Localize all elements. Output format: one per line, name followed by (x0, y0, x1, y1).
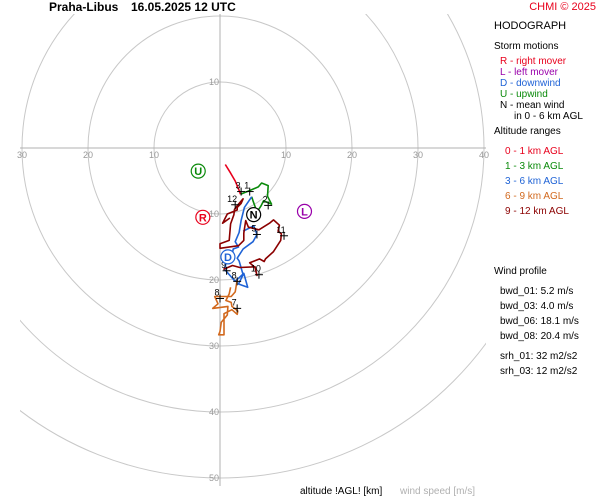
storm-motion-label: R (199, 212, 207, 224)
altitude-legend-item: 1 - 3 km AGL (505, 161, 564, 172)
storm-motion-legend-item: L - left mover (500, 67, 558, 78)
storm-motion-d: D (220, 249, 236, 265)
wind-speed-footer-label: wind speed [m/s] (400, 486, 476, 497)
range-ring (20, 14, 485, 413)
wind-profile-item: bwd_03: 4.0 m/s (500, 301, 574, 312)
hodograph-axes: 30 20 10 10 20 30 40 10 20 30 40 50 10 (17, 14, 489, 486)
x-tick-label: 30 (413, 150, 423, 160)
x-tick-label: 20 (347, 150, 357, 160)
y-tick-label: 50 (209, 473, 219, 483)
height-mark-label: 5 (251, 223, 256, 233)
y-tick-label: 40 (209, 407, 219, 417)
storm-motion-n: N (246, 207, 262, 223)
height-mark-label: 2 (263, 194, 268, 204)
altitude-legend-item: 6 - 9 km AGL (505, 191, 564, 202)
wind-profile-item: bwd_06: 18.1 m/s (500, 316, 579, 327)
y-tick-label: 30 (209, 341, 219, 351)
wind-profile-item: srh_01: 32 m2/s2 (500, 351, 578, 362)
height-mark-label: 8 (214, 287, 219, 297)
series-line-5 (219, 198, 283, 277)
height-mark: 3 (236, 181, 246, 196)
storm-motion-legend-item: D - downwind (500, 78, 561, 89)
wind-profile-item: bwd_01: 5.2 m/s (500, 286, 574, 297)
y-tick-label: 10 (209, 209, 219, 219)
range-rings (20, 14, 486, 479)
altitude-legend-item: 0 - 1 km AGL (505, 146, 564, 157)
storm-motions-heading: Storm motions (494, 41, 559, 52)
altitude-ranges-heading: Altitude ranges (494, 126, 561, 137)
altitude-legend-item: 9 - 12 km AGL (505, 206, 569, 217)
wind-profile-heading: Wind profile (494, 266, 547, 277)
storm-motion-label: N (250, 210, 258, 222)
height-mark-label: 7 (232, 297, 237, 307)
storm-motion-legend-item: R - right mover (500, 56, 567, 67)
storm-motion-label: L (301, 206, 308, 218)
series-line-1 (224, 164, 242, 195)
storm-motion-legend-item: N - mean wind (500, 100, 565, 111)
height-mark: 5 (251, 223, 261, 239)
altitude-legend-item: 3 - 6 km AGL (505, 176, 564, 187)
height-mark: 7 (232, 297, 242, 313)
storm-motion-label: D (224, 252, 232, 264)
hodograph-series (211, 164, 283, 336)
wind-profile-item: srh_03: 12 m2/s2 (500, 366, 578, 377)
storm-motion-l: L (296, 203, 313, 219)
height-mark: 10 (251, 264, 263, 279)
height-mark: 11 (276, 225, 289, 240)
wind-profile-item: bwd_08: 20.4 m/s (500, 331, 579, 342)
height-mark-label: 10 (251, 264, 261, 274)
height-mark: 8 (214, 287, 224, 303)
height-mark-label: 8 (232, 270, 237, 280)
height-mark-label: 12 (227, 194, 237, 204)
height-mark: 2 (263, 194, 273, 210)
height-mark-label: 9 (221, 260, 226, 270)
x-tick-label: 30 (17, 150, 27, 160)
sounding-datetime: 16.05.2025 12 UTC (131, 0, 236, 14)
x-tick-label: 10 (149, 150, 159, 160)
storm-motion-markers: U R N L D (190, 163, 313, 265)
height-mark-label: 3 (236, 181, 241, 191)
series-line-3 (223, 196, 258, 289)
hodograph-title: HODOGRAPH (494, 20, 567, 32)
height-mark-label: 1 (244, 181, 249, 191)
storm-motion-label: U (194, 166, 202, 178)
altitude-footer-label: altitude !AGL! [km] (300, 486, 383, 497)
storm-motion-legend-item: in 0 - 6 km AGL (514, 111, 583, 122)
x-tick-label: 20 (83, 150, 93, 160)
height-mark: 9 (221, 260, 231, 275)
storm-motion-r: R (195, 209, 211, 225)
storm-motion-legend-item: U - upwind (500, 89, 548, 100)
y-tick-label: 10 (209, 77, 219, 87)
height-mark: 12 (227, 194, 240, 209)
storm-motion-u: U (190, 163, 206, 179)
station-name: Praha-Libus (49, 0, 119, 14)
copyright-text: CHMI © 2025 (529, 1, 596, 13)
y-tick-label: 20 (209, 275, 219, 285)
series-line-4 (211, 279, 239, 336)
x-tick-label: 40 (479, 150, 489, 160)
x-tick-label: 10 (281, 150, 291, 160)
height-mark: 8 (232, 270, 242, 286)
height-mark-label: 11 (276, 225, 285, 235)
height-mark: 1 (244, 181, 254, 196)
